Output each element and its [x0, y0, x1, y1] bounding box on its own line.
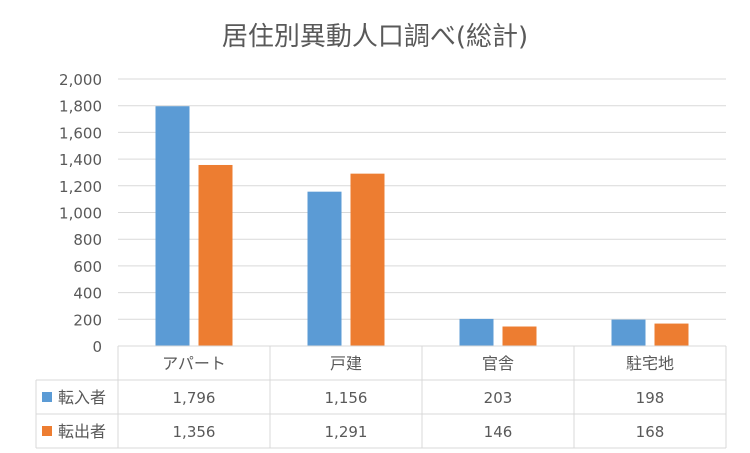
data-label-2-1: 1,356	[173, 423, 216, 441]
bar-1-3	[459, 318, 494, 346]
y-tick-label: 200	[73, 311, 102, 329]
y-tick-label: 1,600	[59, 124, 102, 142]
data-label-2-3: 146	[484, 423, 513, 441]
data-label-1-3: 203	[484, 389, 513, 407]
y-axis-ticks: 0 200 400 600 800 1,000 1,200 1,400 1,600 1,800 2,…	[59, 71, 102, 356]
y-tick-label: 0	[92, 338, 102, 356]
category-label: 官舎	[482, 354, 514, 373]
y-tick-label: 2,000	[59, 71, 102, 89]
category-label: 戸建	[330, 354, 362, 373]
data-label-1-1: 1,796	[173, 389, 216, 407]
category-label: アパート	[162, 354, 226, 373]
legend-label-2: 転出者	[58, 422, 106, 441]
chart-title: 居住別異動人口調べ(総計)	[222, 22, 528, 52]
bar-2-4	[654, 323, 689, 346]
y-tick-label: 1,200	[59, 178, 102, 196]
legend-label-1: 転入者	[58, 388, 106, 407]
bar-2-3	[502, 326, 537, 346]
legend-key-2	[42, 426, 52, 436]
category-label: 駐宅地	[626, 354, 674, 373]
y-tick-label: 1,800	[59, 98, 102, 116]
bar-1-4	[611, 319, 646, 346]
data-label-2-2: 1,291	[325, 423, 368, 441]
data-label-1-2: 1,156	[325, 389, 368, 407]
data-label-1-4: 198	[636, 389, 665, 407]
legend-key-1	[42, 392, 52, 402]
bar-1-2	[307, 191, 342, 346]
bar-2-1	[198, 164, 233, 346]
bar-2-2	[350, 173, 385, 346]
bar-1-1	[155, 106, 190, 346]
y-tick-label: 1,000	[59, 205, 102, 223]
y-tick-label: 400	[73, 285, 102, 303]
y-tick-label: 600	[73, 258, 102, 276]
bars	[155, 106, 689, 346]
y-tick-label: 800	[73, 231, 102, 249]
data-label-2-4: 168	[636, 423, 665, 441]
y-tick-label: 1,400	[59, 151, 102, 169]
